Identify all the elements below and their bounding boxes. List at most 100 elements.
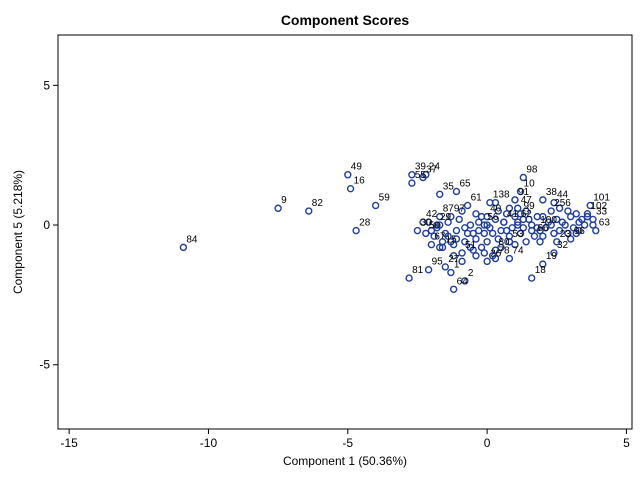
point-label: 26 — [490, 248, 502, 259]
point-label: 64 — [457, 276, 469, 287]
data-point — [505, 238, 514, 246]
data-point — [522, 207, 530, 215]
point-label: 98 — [526, 165, 538, 176]
data-point — [566, 212, 575, 221]
data-point — [452, 235, 461, 243]
point-label: 67 — [434, 232, 446, 243]
point-label: 256 — [554, 198, 571, 209]
point-label: 63 — [599, 218, 611, 229]
point-label: 91 — [518, 187, 530, 198]
data-point — [502, 226, 511, 235]
data-point — [583, 210, 592, 218]
data-point — [533, 224, 541, 232]
point-label: 47 — [521, 195, 533, 206]
data-point — [463, 201, 472, 210]
data-point — [179, 243, 188, 252]
point-label: 18 — [535, 265, 547, 276]
data-point — [527, 221, 536, 229]
data-point — [530, 232, 539, 240]
plot-area-frame — [57, 34, 633, 430]
data-point — [274, 204, 282, 212]
data-point — [475, 226, 483, 235]
data-point — [480, 249, 489, 257]
x-tick-label: 0 — [484, 436, 491, 450]
data-point — [419, 173, 427, 182]
data-point — [592, 226, 600, 235]
data-point — [511, 240, 519, 249]
point-label: 84 — [186, 234, 198, 245]
data-point — [449, 285, 458, 293]
data-point — [424, 266, 433, 274]
point-label: 74 — [512, 246, 524, 257]
point-label: 42 — [426, 209, 438, 220]
data-point — [447, 238, 455, 246]
point-label: 28 — [359, 218, 371, 229]
point-label: 33 — [596, 206, 608, 217]
data-point — [419, 218, 427, 226]
point-label: 78 — [498, 246, 510, 257]
data-point — [488, 229, 497, 238]
axis-ticks: -15 -10 -5 0 5 -5 0 5 — [39, 78, 630, 450]
data-point — [491, 215, 500, 224]
point-label: 81 — [412, 265, 424, 276]
point-label: 99 — [524, 201, 536, 212]
data-point — [578, 215, 586, 224]
data-point — [539, 196, 547, 204]
data-point — [505, 204, 514, 212]
data-point — [555, 226, 564, 235]
point-label: 29 — [440, 212, 452, 223]
point-label: 95 — [432, 257, 444, 268]
data-point — [408, 179, 416, 187]
data-point — [458, 257, 466, 266]
data-point — [433, 221, 441, 229]
data-point — [346, 184, 355, 193]
data-point — [441, 263, 450, 271]
data-point — [572, 210, 580, 218]
data-point — [433, 224, 441, 232]
point-label: 24 — [429, 162, 441, 173]
point-label: 30 — [420, 218, 432, 229]
data-point — [458, 207, 466, 215]
data-point — [371, 201, 380, 210]
data-point — [461, 224, 469, 232]
data-point — [505, 254, 514, 263]
data-point — [477, 243, 486, 252]
data-point — [436, 212, 444, 221]
x-tick-label: -5 — [342, 436, 353, 450]
data-point — [472, 252, 480, 260]
data-point — [475, 218, 483, 226]
data-point — [511, 212, 519, 221]
data-point — [466, 221, 475, 229]
data-point — [527, 274, 536, 282]
data-point — [461, 277, 469, 285]
x-tick-label: 5 — [623, 436, 630, 450]
data-point — [541, 224, 550, 232]
y-tick-label: 0 — [43, 218, 50, 232]
data-point — [469, 229, 477, 238]
point-label: 100 — [540, 215, 557, 226]
point-label: 9 — [281, 195, 287, 206]
data-point — [514, 204, 522, 212]
data-point — [444, 218, 452, 226]
data-point — [516, 210, 525, 218]
data-point — [422, 229, 430, 238]
point-label: 23 — [560, 229, 572, 240]
data-point — [575, 226, 583, 235]
point-label: 44 — [557, 190, 569, 201]
point-label: 102 — [590, 201, 607, 212]
data-markers — [179, 171, 600, 293]
data-point — [516, 187, 525, 196]
point-label: 65 — [459, 178, 471, 189]
data-point — [452, 187, 461, 196]
data-point — [519, 215, 528, 224]
point-label: 59 — [379, 192, 391, 203]
y-tick-label: 5 — [43, 78, 50, 92]
data-point — [508, 224, 516, 232]
point-label: 19 — [546, 251, 558, 262]
data-point — [511, 196, 519, 204]
data-point — [458, 249, 466, 257]
point-label: 61 — [471, 192, 483, 203]
data-point — [553, 238, 561, 246]
data-point — [427, 240, 436, 249]
